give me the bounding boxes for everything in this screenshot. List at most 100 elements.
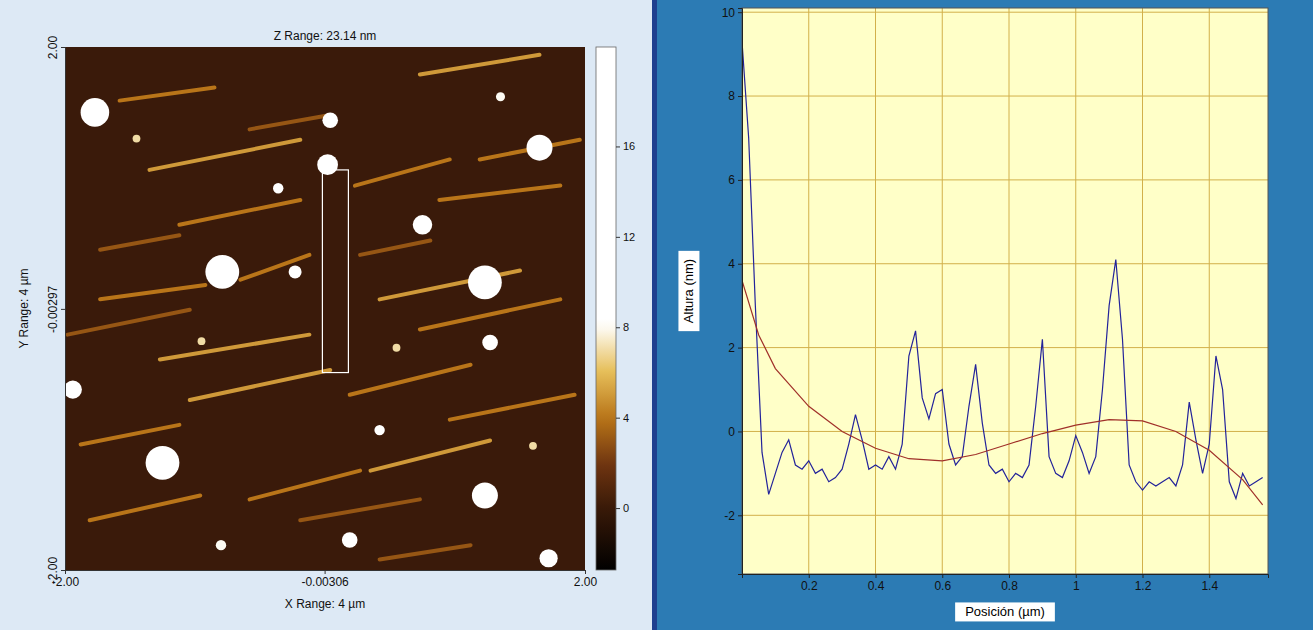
tick-mark — [738, 348, 742, 349]
tick-mark — [616, 327, 620, 328]
tick-mark — [738, 96, 742, 97]
particle — [393, 344, 401, 352]
colorbar — [596, 47, 616, 570]
tick-mark — [616, 508, 620, 509]
tick-mark — [738, 431, 742, 432]
fiber — [300, 499, 420, 520]
line-series — [742, 42, 1263, 499]
fiber — [100, 235, 179, 249]
particle — [81, 98, 110, 127]
particle — [413, 215, 433, 235]
fiber — [355, 159, 450, 185]
axis-line — [617, 48, 621, 571]
y-axis-title: Y Range: 4 µm — [17, 268, 31, 348]
tick-mark — [876, 574, 877, 578]
fiber — [81, 425, 180, 445]
tick-mark — [942, 574, 943, 578]
fiber — [179, 200, 300, 225]
particle — [198, 337, 206, 345]
tick-label: 8 — [623, 321, 629, 333]
y-axis-title: Altura (nm) — [681, 259, 696, 323]
tick: 0 — [728, 425, 742, 439]
image-marks — [65, 55, 580, 567]
tick-mark — [61, 309, 65, 310]
x-axis-title: Posición (µm) — [965, 604, 1045, 619]
fiber — [420, 299, 560, 329]
tick: -0.00306 — [301, 570, 349, 589]
tick: -2 — [724, 509, 742, 523]
tick-label: 0 — [623, 502, 629, 514]
tick: -0.00297 — [46, 285, 65, 333]
grid-line — [742, 431, 1268, 432]
tick-mark — [1076, 574, 1077, 578]
particle — [289, 265, 302, 278]
x-axis-title: X Range: 4 µm — [285, 597, 365, 611]
tick-label: 1.2 — [1135, 579, 1152, 593]
tick: 0.4 — [868, 574, 885, 593]
tick-label: -2 — [724, 509, 735, 523]
line-series — [742, 281, 1263, 505]
grid-line — [942, 8, 943, 574]
tick-label: 0.6 — [934, 579, 951, 593]
left-panel — [0, 0, 652, 630]
axis: 0.20.40.60.811.21.4 — [743, 574, 1269, 593]
particle — [374, 425, 384, 435]
tick: 8 — [616, 321, 629, 333]
grid-line — [742, 96, 1268, 97]
plot-area — [742, 8, 1268, 574]
tick-mark — [616, 237, 620, 238]
fiber — [68, 310, 190, 335]
chart-title: Z Range: 23.14 nm — [274, 29, 377, 43]
tick: 1.2 — [1135, 574, 1152, 593]
particle — [527, 135, 553, 161]
title-box — [955, 602, 1055, 621]
tick-mark — [738, 264, 742, 265]
tick: 12 — [616, 231, 635, 243]
tick: 0.8 — [1001, 574, 1018, 593]
fiber — [241, 255, 310, 280]
tick-label: 2 — [728, 341, 735, 355]
tick-label: -2.00 — [46, 557, 60, 585]
tick-label: 12 — [623, 231, 635, 243]
tick-label: -0.00306 — [301, 575, 349, 589]
tick: 2 — [728, 341, 742, 355]
grid-line — [742, 347, 1268, 348]
title-box — [678, 251, 699, 331]
fiber — [190, 370, 330, 400]
tick-label: 0.2 — [801, 579, 818, 593]
fiber — [160, 335, 310, 360]
particle — [529, 442, 537, 450]
tick: 1 — [1073, 574, 1080, 593]
tick-label: 10 — [722, 6, 736, 20]
tick: 8 — [728, 89, 742, 103]
axis: -2.00 -0.00297 2.00 — [46, 35, 66, 584]
tick-mark — [738, 180, 742, 181]
particle — [317, 154, 338, 175]
grid-line — [742, 263, 1268, 264]
fiber — [120, 88, 215, 101]
particle — [342, 532, 358, 548]
profile-selection — [322, 170, 348, 373]
x-axis-title-box: Posición (µm) — [955, 602, 1055, 621]
fiber — [371, 441, 491, 471]
tick-mark — [325, 570, 326, 574]
tick-label: 2.00 — [46, 35, 60, 59]
tick-label: 2.00 — [574, 575, 598, 589]
fiber — [360, 241, 430, 255]
fiber — [250, 471, 361, 500]
particle — [146, 446, 180, 480]
fiber — [350, 365, 471, 395]
fiber — [450, 395, 575, 420]
plot-frame — [742, 8, 1268, 574]
tick-label: 6 — [728, 173, 735, 187]
tick-mark — [738, 515, 742, 516]
axis-line — [61, 48, 66, 571]
tick: 0 — [616, 502, 629, 514]
axis: -2 0 2 4 6 8 10 — [722, 6, 743, 575]
tick-label: 4 — [728, 257, 735, 271]
fiber — [439, 186, 560, 200]
axis-line — [743, 575, 1269, 579]
tick: 6 — [728, 173, 742, 187]
grid — [742, 8, 1268, 574]
tick-mark — [1009, 574, 1010, 578]
